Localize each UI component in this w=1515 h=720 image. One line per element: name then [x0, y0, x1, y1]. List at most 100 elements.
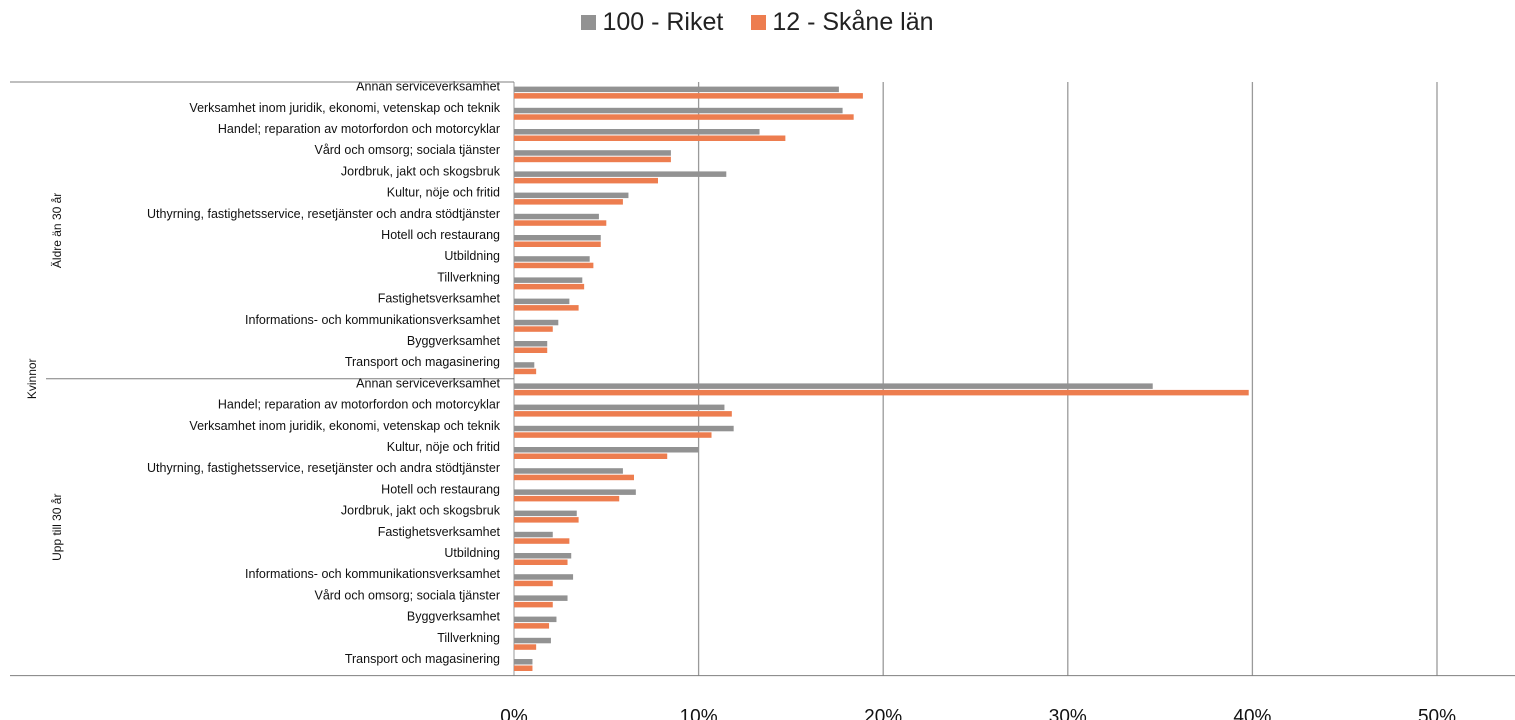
category-label: Transport och magasinering	[345, 355, 500, 369]
category-label: Fastighetsverksamhet	[378, 292, 501, 306]
group-label: Upp till 30 år	[50, 494, 64, 561]
category-label: Vård och omsorg; sociala tjänster	[314, 588, 500, 602]
bar-riket	[514, 468, 623, 474]
category-label: Hotell och restaurang	[381, 482, 500, 496]
x-tick-label: 0%	[500, 707, 528, 720]
bar-riket	[514, 171, 727, 177]
bar-riket	[514, 298, 570, 305]
category-label: Annan serviceverksamhet	[356, 376, 500, 390]
bar-riket	[514, 404, 725, 411]
category-label: Utbildning	[444, 249, 500, 263]
bar-riket	[514, 256, 590, 262]
legend-label-riket: 100 - Riket	[602, 8, 724, 36]
group-label: Äldre än 30 år	[50, 193, 64, 268]
bar-skane	[514, 559, 568, 565]
category-label: Vård och omsorg; sociala tjänster	[314, 143, 500, 157]
bar-skane	[514, 623, 550, 629]
bar-skane	[514, 220, 607, 226]
bar-riket	[514, 489, 636, 495]
bar-riket	[514, 447, 699, 453]
bar-skane	[514, 665, 533, 671]
legend-swatch-riket	[581, 15, 597, 30]
category-label: Informations- och kommunikationsverksamh…	[245, 567, 500, 581]
bar-riket	[514, 553, 572, 559]
bar-riket	[514, 341, 548, 347]
legend-item-skane: 12 - Skåne län	[751, 8, 934, 37]
category-label: Handel; reparation av motorfordon och mo…	[218, 398, 500, 412]
bar-skane	[514, 601, 553, 608]
category-label: Utbildning	[444, 546, 500, 560]
category-label: Byggverksamhet	[407, 610, 501, 624]
bar-riket	[514, 277, 583, 283]
category-label: Handel; reparation av motorfordon och mo…	[218, 122, 500, 136]
bar-skane	[514, 389, 1249, 396]
bar-riket	[514, 362, 535, 368]
category-label: Uthyrning, fastighetsservice, resetjänst…	[147, 461, 500, 475]
category-label: Hotell och restaurang	[381, 228, 500, 242]
bar-riket	[514, 510, 577, 517]
bar-skane	[514, 283, 585, 290]
category-label: Jordbruk, jakt och skogsbruk	[341, 504, 501, 518]
bar-skane	[514, 305, 579, 311]
bar-riket	[514, 574, 574, 580]
x-tick-label: 10%	[680, 707, 718, 720]
x-tick-label: 50%	[1418, 707, 1456, 720]
category-label: Kultur, nöje och fritid	[387, 440, 500, 454]
bar-riket	[514, 616, 557, 623]
bar-skane	[514, 644, 537, 650]
bar-skane	[514, 199, 623, 205]
bar-skane	[514, 262, 594, 269]
bar-riket	[514, 107, 843, 114]
bar-skane	[514, 411, 732, 417]
bar-skane	[514, 114, 854, 120]
bar-skane	[514, 453, 668, 459]
bar-riket	[514, 129, 760, 135]
bar-skane	[514, 517, 579, 523]
legend-item-riket: 100 - Riket	[581, 8, 723, 37]
bar-skane	[514, 495, 620, 502]
category-label: Kultur, nöje och fritid	[387, 186, 500, 200]
legend-swatch-skane	[751, 15, 767, 30]
bar-riket	[514, 531, 553, 538]
category-label: Fastighetsverksamhet	[378, 525, 501, 539]
bar-riket	[514, 659, 533, 665]
bar-riket	[514, 150, 671, 156]
bar-riket	[514, 595, 568, 601]
bar-skane	[514, 474, 634, 481]
x-tick-label: 40%	[1233, 707, 1271, 720]
category-label: Jordbruk, jakt och skogsbruk	[341, 164, 501, 178]
bar-skane	[514, 135, 786, 141]
legend: 100 - Riket 12 - Skåne län	[0, 8, 1515, 37]
bar-riket	[514, 637, 551, 644]
category-label: Verksamhet inom juridik, ekonomi, vetens…	[189, 101, 500, 115]
bar-skane	[514, 580, 553, 587]
category-label: Annan serviceverksamhet	[356, 80, 500, 94]
bar-riket	[514, 235, 601, 241]
bar-skane	[514, 156, 671, 163]
bar-skane	[514, 432, 712, 438]
bar-riket	[514, 319, 559, 326]
bar-riket	[514, 383, 1153, 389]
category-label: Verksamhet inom juridik, ekonomi, vetens…	[189, 419, 500, 433]
bar-skane	[514, 368, 537, 375]
bar-riket	[514, 425, 734, 432]
category-label: Tillverkning	[437, 631, 500, 645]
bar-riket	[514, 86, 839, 93]
bar-skane	[514, 538, 570, 544]
legend-label-skane: 12 - Skåne län	[772, 8, 934, 36]
outer-group-label: Kvinnor	[25, 358, 39, 399]
bar-skane	[514, 241, 601, 247]
x-tick-label: 30%	[1049, 707, 1087, 720]
bar-riket	[514, 192, 629, 199]
category-label: Transport och magasinering	[345, 652, 500, 666]
bar-skane	[514, 347, 548, 353]
category-label: Uthyrning, fastighetsservice, resetjänst…	[147, 207, 500, 221]
category-label: Informations- och kommunikationsverksamh…	[245, 313, 500, 327]
bar-skane	[514, 177, 658, 184]
category-label: Tillverkning	[437, 270, 500, 284]
bar-riket	[514, 213, 599, 220]
bar-skane	[514, 326, 553, 332]
x-tick-label: 20%	[864, 707, 902, 720]
